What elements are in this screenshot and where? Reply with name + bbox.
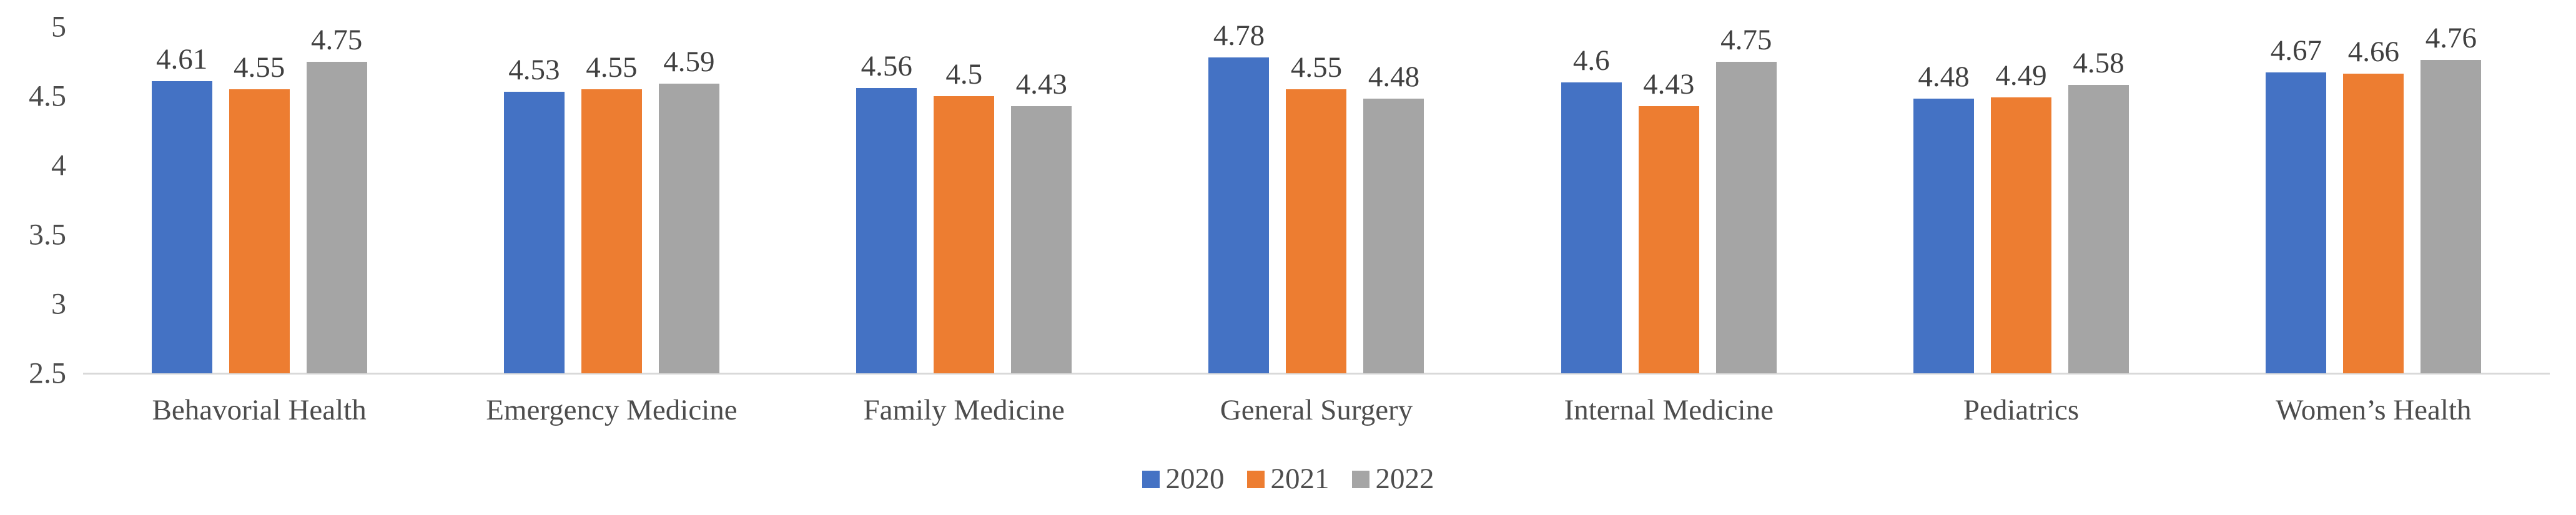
bar-with-label: 4.76	[2421, 22, 2482, 373]
bar-2021	[934, 96, 995, 373]
bar-value-label: 4.55	[1290, 51, 1343, 84]
legend-item-2022: 2022	[1351, 463, 1434, 495]
bar-value-label: 4.56	[861, 49, 912, 82]
bar-group: 4.78 4.55 4.48	[1140, 21, 1493, 373]
bar-value-label: 4.59	[663, 46, 715, 79]
bar-2021	[1286, 89, 1347, 373]
category-axis: Behavorial Health Emergency Medicine Famil…	[83, 393, 2550, 427]
bar-group: 4.56 4.5 4.43	[788, 27, 1140, 373]
category-label: General Surgery	[1220, 394, 1413, 426]
bar-2020	[1561, 82, 1622, 373]
bar-value-label: 4.58	[2073, 47, 2124, 80]
bar-value-label: 4.78	[1213, 19, 1265, 52]
bar-2022	[306, 61, 367, 373]
bar-with-label: 4.75	[306, 23, 367, 373]
legend-item-2021: 2021	[1246, 463, 1330, 495]
bar-value-label: 4.75	[311, 23, 363, 56]
bar-value-label: 4.48	[1368, 61, 1420, 94]
legend-swatch-icon	[1246, 470, 1265, 488]
bar-2020	[856, 87, 917, 373]
bar-2020	[2266, 72, 2327, 373]
bar-2022	[2068, 85, 2129, 373]
bar-with-label: 4.66	[2343, 37, 2404, 373]
bar-value-label: 4.75	[1720, 23, 1772, 56]
bar-value-label: 4.55	[586, 51, 638, 84]
bar-2022	[1011, 105, 1072, 373]
plot-area: 4.61 4.55 4.75 4.53 4.55 4.59 4.56 4.5 4.43 4.78 4…	[83, 21, 2550, 373]
bar-with-label: 4.48	[1363, 62, 1424, 373]
bar-value-label: 4.66	[2347, 36, 2399, 69]
bar-2021	[581, 89, 642, 373]
bar-with-label: 4.67	[2266, 34, 2327, 373]
bar-2020	[503, 92, 565, 373]
legend-label: 2022	[1375, 463, 1434, 495]
bar-2021	[229, 89, 290, 373]
bar-value-label: 4.67	[2270, 34, 2322, 67]
bar-2021	[1638, 105, 1699, 373]
bar-group: 4.67 4.66 4.76	[2198, 22, 2550, 373]
bar-value-label: 4.5	[945, 58, 983, 91]
bar-value-label: 4.55	[234, 51, 285, 84]
legend: 2020 2021 2022	[0, 464, 2576, 494]
bar-with-label: 4.43	[1011, 67, 1072, 373]
bar-value-label: 4.53	[508, 54, 560, 87]
bar-2021	[1991, 97, 2052, 373]
x-axis-line	[83, 373, 2550, 375]
category-label: Family Medicine	[863, 394, 1065, 426]
y-tick-label: 4	[51, 149, 66, 182]
bar-group: 4.53 4.55 4.59	[435, 27, 787, 373]
bar-value-label: 4.43	[1643, 67, 1695, 101]
y-tick-label: 3	[51, 287, 66, 321]
y-tick-label: 2.5	[29, 356, 66, 390]
bar-2021	[2343, 74, 2404, 373]
bar-2020	[1913, 99, 1975, 373]
bar-2020	[1208, 57, 1270, 373]
bar-value-label: 4.49	[1995, 59, 2047, 92]
bar-with-label: 4.5	[934, 58, 995, 373]
legend-item-2020: 2020	[1142, 464, 1225, 494]
bar-with-label: 4.78	[1208, 19, 1270, 373]
bar-with-label: 4.53	[503, 54, 565, 373]
category-label: Internal Medicine	[1564, 394, 1774, 426]
legend-label: 2021	[1270, 463, 1330, 495]
bar-with-label: 4.61	[151, 42, 212, 373]
bar-2022	[1715, 61, 1777, 373]
y-tick-label: 3.5	[29, 218, 66, 252]
bar-with-label: 4.55	[229, 51, 290, 373]
bar-group: 4.6 4.43 4.75	[1493, 23, 1845, 373]
bar-with-label: 4.6	[1561, 46, 1622, 373]
bar-2022	[2421, 60, 2482, 373]
category-label: Behavorial Health	[152, 394, 367, 426]
bar-with-label: 4.49	[1991, 59, 2052, 373]
bar-value-label: 4.6	[1572, 44, 1610, 77]
bar-value-label: 4.76	[2425, 22, 2477, 55]
y-tick-label: 5	[51, 10, 66, 44]
category-label: Pediatrics	[1963, 394, 2080, 426]
bar-value-label: 4.48	[1918, 61, 1970, 94]
legend-swatch-icon	[1142, 470, 1160, 488]
legend-label: 2020	[1165, 463, 1225, 495]
legend-swatch-icon	[1351, 470, 1369, 488]
bar-2020	[151, 81, 212, 373]
bar-group: 4.48 4.49 4.58	[1845, 27, 2197, 373]
bar-with-label: 4.75	[1715, 23, 1777, 373]
y-tick-label: 4.5	[29, 79, 66, 113]
bar-with-label: 4.55	[1286, 51, 1347, 373]
bar-with-label: 4.59	[658, 46, 719, 373]
category-label: Emergency Medicine	[486, 394, 738, 426]
bar-2022	[658, 84, 719, 373]
bar-value-label: 4.61	[156, 42, 208, 76]
bar-with-label: 4.43	[1638, 67, 1699, 373]
category-label: Women’s Health	[2276, 394, 2472, 426]
bar-group: 4.61 4.55 4.75	[83, 23, 435, 373]
bar-value-label: 4.43	[1015, 67, 1067, 101]
bar-with-label: 4.55	[581, 51, 642, 373]
bar-with-label: 4.56	[856, 49, 917, 373]
bar-2022	[1363, 99, 1424, 373]
bar-with-label: 4.58	[2068, 49, 2129, 373]
bar-with-label: 4.48	[1913, 61, 1975, 373]
